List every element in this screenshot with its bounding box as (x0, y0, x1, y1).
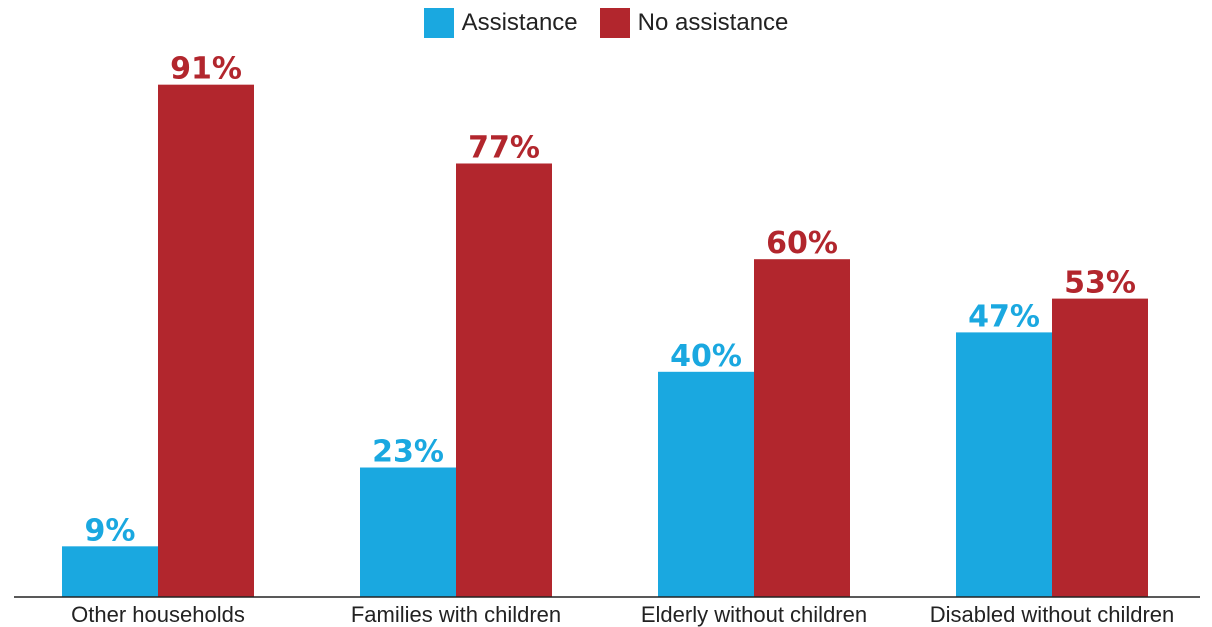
value-label-assistance-0: 9% (85, 513, 136, 548)
bars-layer (62, 84, 1148, 598)
legend-item-no-assistance: No assistance (599, 8, 789, 38)
value-labels-layer: 9% 91% 23% 77% 40% 60% 47% 53% (85, 52, 1136, 549)
value-label-no-assistance-1: 77% (468, 130, 540, 165)
bar-no-assistance-2 (754, 259, 850, 597)
legend-item-assistance: Assistance (423, 8, 578, 38)
value-label-assistance-3: 47% (968, 299, 1040, 334)
legend-label-assistance: Assistance (461, 9, 578, 36)
bar-no-assistance-0 (158, 84, 254, 598)
bar-assistance-1 (360, 467, 456, 597)
legend: Assistance No assistance (0, 8, 1212, 38)
category-labels-layer: Other households Families with children El… (71, 602, 1174, 627)
bar-no-assistance-1 (456, 163, 552, 598)
value-label-assistance-1: 23% (372, 435, 444, 470)
category-label-3: Disabled without children (930, 602, 1175, 627)
category-label-0: Other households (71, 602, 245, 627)
bar-assistance-0 (62, 546, 158, 597)
value-label-no-assistance-0: 91% (170, 52, 242, 87)
bar-assistance-2 (658, 371, 754, 597)
legend-swatch-assistance (423, 8, 454, 38)
legend-swatch-no-assistance (599, 8, 630, 38)
bar-no-assistance-3 (1052, 298, 1148, 597)
category-label-1: Families with children (351, 602, 561, 627)
value-label-no-assistance-3: 53% (1064, 266, 1136, 301)
legend-label-no-assistance: No assistance (637, 9, 789, 36)
value-label-no-assistance-2: 60% (766, 226, 838, 261)
category-label-2: Elderly without children (641, 602, 867, 627)
value-label-assistance-2: 40% (670, 339, 742, 374)
bar-assistance-3 (956, 332, 1052, 597)
